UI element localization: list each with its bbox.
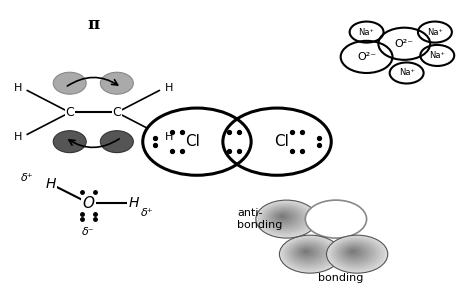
Circle shape bbox=[223, 108, 331, 175]
Circle shape bbox=[305, 200, 366, 238]
Circle shape bbox=[342, 245, 367, 260]
Text: δ⁻: δ⁻ bbox=[82, 227, 95, 237]
Circle shape bbox=[348, 249, 358, 255]
Circle shape bbox=[258, 201, 314, 236]
Circle shape bbox=[260, 203, 311, 235]
Text: π: π bbox=[87, 16, 100, 33]
Circle shape bbox=[327, 235, 388, 273]
Text: Na⁺: Na⁺ bbox=[359, 27, 374, 37]
Circle shape bbox=[297, 246, 317, 259]
Circle shape bbox=[331, 238, 382, 270]
Text: δ⁺: δ⁺ bbox=[21, 173, 34, 183]
Circle shape bbox=[264, 206, 305, 231]
Text: H: H bbox=[46, 177, 56, 191]
Text: anti-
bonding: anti- bonding bbox=[237, 208, 283, 230]
Text: C: C bbox=[65, 106, 74, 119]
Circle shape bbox=[271, 209, 297, 225]
Text: bonding: bonding bbox=[318, 273, 364, 283]
Circle shape bbox=[288, 240, 329, 266]
Circle shape bbox=[337, 242, 373, 264]
Circle shape bbox=[284, 238, 335, 270]
Circle shape bbox=[256, 200, 317, 238]
Text: Na⁺: Na⁺ bbox=[429, 51, 445, 60]
Circle shape bbox=[269, 208, 300, 227]
Text: H: H bbox=[14, 132, 22, 142]
Text: H: H bbox=[128, 196, 138, 210]
Circle shape bbox=[282, 237, 338, 271]
Text: Cl: Cl bbox=[185, 134, 200, 149]
Circle shape bbox=[279, 235, 341, 273]
Circle shape bbox=[344, 246, 365, 259]
Circle shape bbox=[286, 239, 332, 268]
Circle shape bbox=[275, 212, 291, 222]
Circle shape bbox=[278, 214, 288, 220]
Text: H: H bbox=[164, 132, 173, 142]
Circle shape bbox=[295, 245, 320, 260]
Circle shape bbox=[292, 243, 323, 262]
Text: C: C bbox=[112, 106, 121, 119]
Circle shape bbox=[262, 204, 308, 233]
Circle shape bbox=[328, 237, 385, 271]
Text: Na⁺: Na⁺ bbox=[427, 27, 443, 37]
Text: H: H bbox=[14, 83, 22, 93]
Ellipse shape bbox=[53, 131, 86, 153]
Circle shape bbox=[273, 211, 293, 224]
Circle shape bbox=[301, 249, 311, 255]
Circle shape bbox=[333, 239, 379, 268]
Text: Cl: Cl bbox=[274, 134, 289, 149]
Text: δ⁺: δ⁺ bbox=[141, 208, 154, 218]
Text: O²⁻: O²⁻ bbox=[357, 52, 376, 62]
Circle shape bbox=[346, 247, 361, 257]
Text: H: H bbox=[164, 83, 173, 93]
Ellipse shape bbox=[53, 72, 86, 94]
Circle shape bbox=[280, 215, 285, 218]
Circle shape bbox=[350, 250, 356, 253]
Circle shape bbox=[303, 250, 309, 253]
Ellipse shape bbox=[100, 72, 133, 94]
Ellipse shape bbox=[100, 131, 133, 153]
Circle shape bbox=[267, 207, 302, 229]
Circle shape bbox=[335, 240, 376, 266]
Text: Na⁺: Na⁺ bbox=[399, 68, 415, 78]
Text: O: O bbox=[82, 196, 95, 211]
Circle shape bbox=[339, 243, 370, 262]
Text: O²⁻: O²⁻ bbox=[395, 39, 414, 49]
Circle shape bbox=[299, 247, 314, 257]
Circle shape bbox=[290, 242, 326, 264]
Circle shape bbox=[143, 108, 251, 175]
